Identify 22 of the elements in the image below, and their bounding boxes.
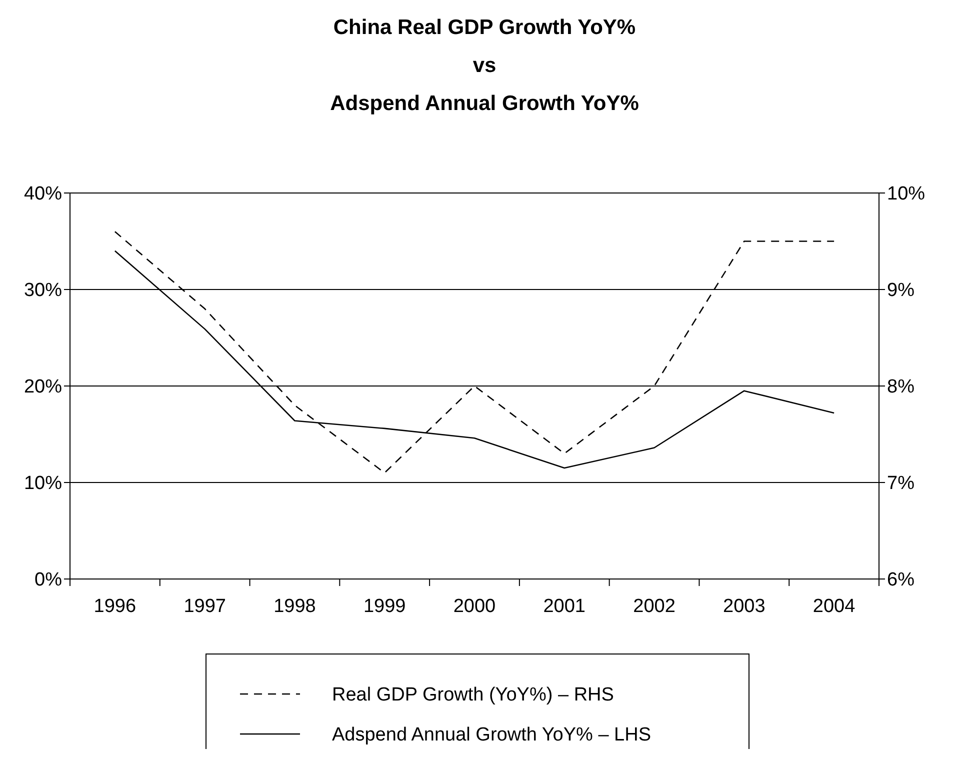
x-tick-label: 2000 — [453, 596, 496, 617]
x-tick-label: 1996 — [94, 596, 136, 617]
x-tick-label: 2002 — [633, 596, 676, 617]
y2-tick-label: 10% — [887, 184, 926, 205]
y-tick-label: 40% — [24, 184, 62, 205]
y-tick-label: 10% — [24, 473, 62, 494]
legend-label: Adspend Annual Growth YoY% – LHS — [332, 724, 652, 746]
y-tick-label: 0% — [34, 570, 62, 591]
legend-label: Real GDP Growth (YoY%) – RHS — [332, 684, 614, 706]
x-tick-label: 1998 — [274, 596, 316, 617]
x-tick-label: 2004 — [812, 596, 856, 617]
x-tick-label: 1997 — [184, 596, 226, 617]
x-tick-label: 1999 — [363, 596, 406, 617]
y2-tick-label: 8% — [887, 376, 915, 398]
y-tick-label: 30% — [24, 280, 62, 302]
y2-tick-label: 7% — [887, 473, 915, 494]
y-tick-label: 20% — [24, 376, 62, 398]
x-tick-label: 2001 — [543, 596, 586, 617]
y2-tick-label: 9% — [887, 280, 915, 302]
y2-tick-label: 6% — [887, 570, 915, 591]
x-tick-label: 2003 — [723, 596, 766, 617]
chart-title: China Real GDP Growth YoY% vs Adspend Annual Growth YoY% — [330, 16, 640, 115]
